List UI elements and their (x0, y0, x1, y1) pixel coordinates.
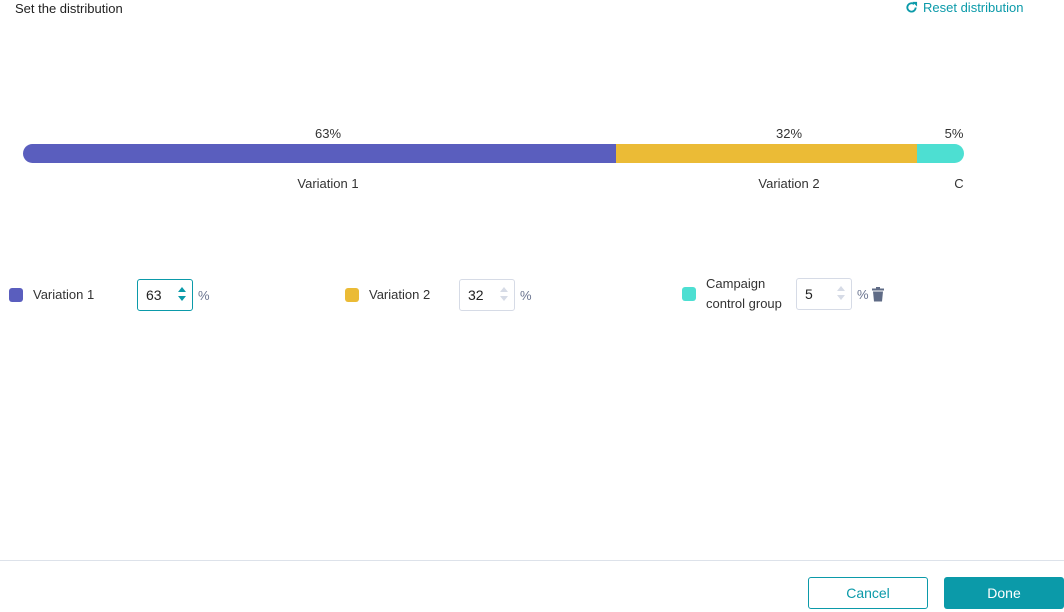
reset-label: Reset distribution (923, 0, 1024, 15)
distribution-row-control-group: Campaign control group 5 % (682, 274, 884, 314)
segment-label: Variation 2 (758, 176, 820, 191)
cancel-button[interactable]: Cancel (808, 577, 928, 609)
chevron-up-icon[interactable] (837, 286, 845, 291)
bar-segment-variation-2 (615, 144, 917, 163)
chevron-up-icon[interactable] (500, 287, 508, 292)
percent-label: 32% (775, 126, 803, 141)
color-swatch (9, 288, 23, 302)
stepper[interactable] (500, 287, 508, 301)
stepper[interactable] (837, 286, 845, 300)
trash-icon[interactable] (871, 286, 884, 302)
percent-unit: % (198, 287, 210, 303)
distribution-bar (23, 144, 964, 163)
segment-label: C (954, 176, 964, 191)
color-swatch (682, 287, 696, 301)
distribution-row-variation-2: Variation 2 32 % (345, 279, 532, 311)
refresh-icon (906, 1, 918, 13)
chevron-up-icon[interactable] (178, 287, 186, 292)
input-value: 32 (468, 287, 484, 303)
chevron-down-icon[interactable] (500, 296, 508, 301)
percent-input-variation-1[interactable]: 63 (137, 279, 193, 311)
page-title: Set the distribution (15, 1, 123, 16)
segment-label: Variation 1 (297, 176, 359, 191)
input-value: 63 (146, 287, 162, 303)
input-value: 5 (805, 286, 813, 302)
bar-segment-control-group (916, 144, 964, 163)
percent-input-control-group[interactable]: 5 (796, 278, 852, 310)
percent-unit: % (857, 286, 869, 302)
done-button[interactable]: Done (944, 577, 1064, 609)
stepper[interactable] (178, 287, 186, 301)
row-label: Campaign control group (706, 276, 782, 311)
percent-label: 63% (314, 126, 342, 141)
footer-divider (0, 560, 1064, 561)
chevron-down-icon[interactable] (837, 295, 845, 300)
row-label: Variation 2 (369, 287, 431, 302)
percent-input-variation-2[interactable]: 32 (459, 279, 515, 311)
row-label: Variation 1 (33, 287, 95, 302)
bar-segment-variation-1 (23, 144, 616, 163)
reset-distribution-button[interactable]: Reset distribution (905, 0, 1023, 15)
chevron-down-icon[interactable] (178, 296, 186, 301)
distribution-row-variation-1: Variation 1 63 % (9, 279, 210, 311)
percent-label: 5% (944, 126, 964, 141)
percent-unit: % (520, 287, 532, 303)
color-swatch (345, 288, 359, 302)
